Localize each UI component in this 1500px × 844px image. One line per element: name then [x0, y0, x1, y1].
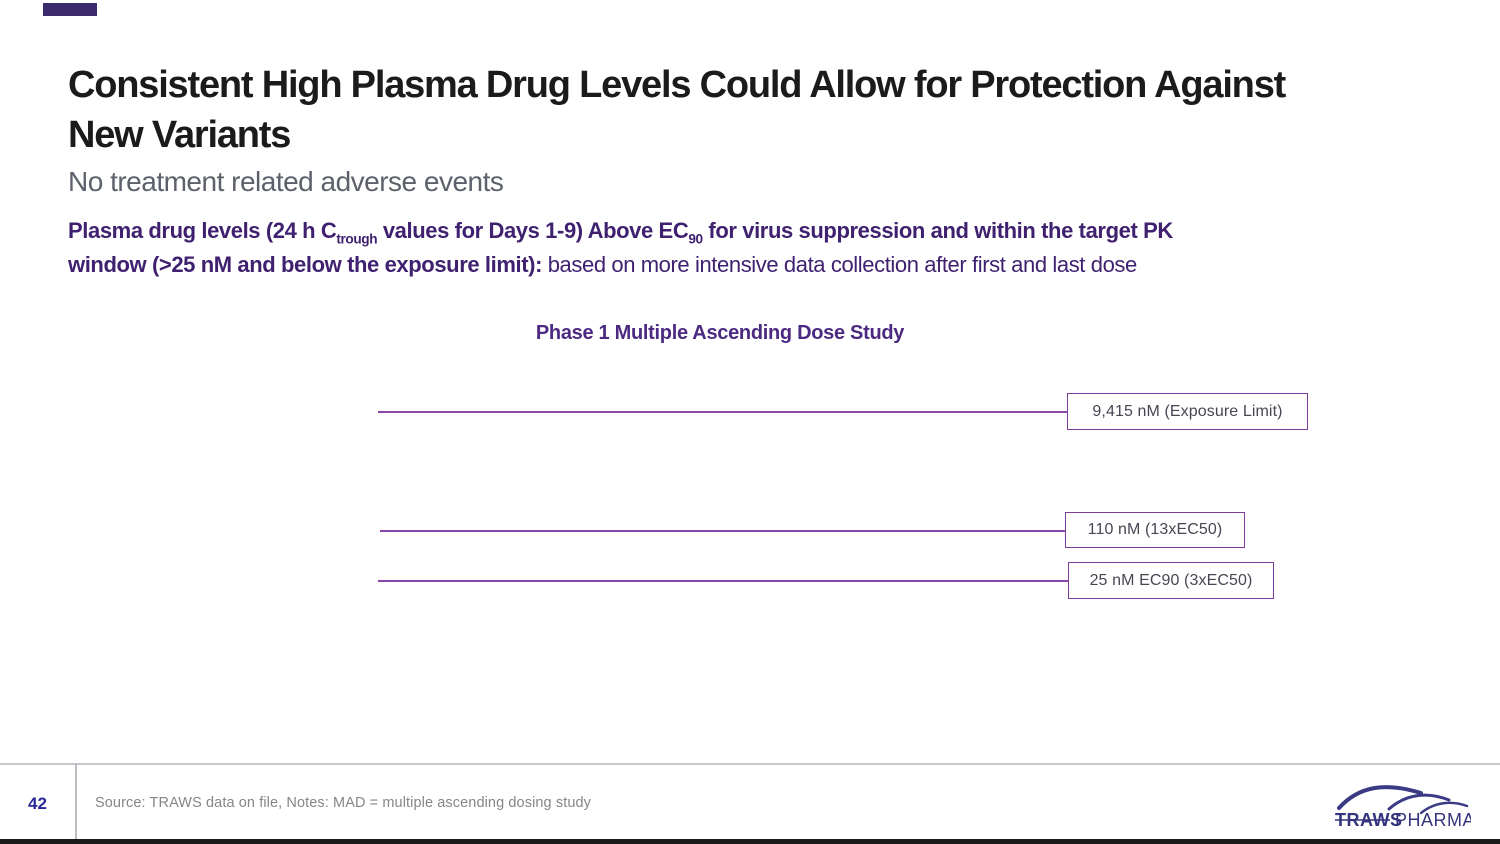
- traws-pharma-logo: TRAWS PHARMA: [1333, 776, 1475, 830]
- bottom-edge-strip: [0, 839, 1500, 844]
- footer-divider-vertical: [75, 763, 77, 844]
- traws-pharma-logo-graphic: TRAWS PHARMA: [1335, 785, 1475, 830]
- label-box-exposure-limit: 9,415 nM (Exposure Limit): [1067, 393, 1308, 430]
- key-message-line2: window (>25 nM and below the exposure li…: [68, 248, 1428, 282]
- logo-word-pharma: PHARMA: [1395, 810, 1471, 830]
- slide-title-line2: New Variants: [68, 114, 291, 157]
- footer-divider-horizontal: [0, 763, 1500, 765]
- subscript-trough: trough: [336, 231, 378, 247]
- label-25nm: 25 nM EC90 (3xEC50): [1089, 571, 1253, 589]
- key-message-line1: Plasma drug levels (24 h Ctrough values …: [68, 214, 1428, 248]
- source-note: Source: TRAWS data on file, Notes: MAD =…: [95, 795, 592, 811]
- key-message-text: for virus suppression and within the tar…: [702, 218, 1173, 243]
- label-exposure-limit: 9,415 nM (Exposure Limit): [1092, 402, 1283, 420]
- slide-title: Consistent High Plasma Drug Levels Could…: [68, 60, 1448, 160]
- subscript-90: 90: [688, 231, 703, 247]
- label-110nm: 110 nM (13xEC50): [1087, 521, 1223, 538]
- key-message-text: values for Days 1-9) Above EC: [377, 218, 689, 243]
- slide-subtitle: No treatment related adverse events: [68, 166, 504, 197]
- slide-title-line1: Consistent High Plasma Drug Levels Could…: [68, 64, 1286, 106]
- label-box-110nm: 110 nM (13xEC50): [1065, 512, 1245, 548]
- label-box-25nm: 25 nM EC90 (3xEC50): [1068, 562, 1274, 599]
- key-message-text: Plasma drug levels (24 h C: [68, 218, 337, 243]
- page-number: 42: [28, 794, 47, 813]
- key-message-paragraph: Plasma drug levels (24 h Ctrough values …: [68, 214, 1428, 282]
- logo-swoosh-2: [1387, 793, 1451, 811]
- top-left-accent-mark: [43, 3, 97, 16]
- reference-line-110nm: [380, 530, 1065, 532]
- logo-swoosh-3: [1419, 801, 1469, 815]
- logo-swoosh-1: [1337, 785, 1423, 810]
- figure-title: Phase 1 Multiple Ascending Dose Study: [535, 322, 905, 344]
- reference-line-25nm: [378, 580, 1068, 582]
- reference-line-exposure-limit: [378, 411, 1067, 413]
- key-message-text: window (>25 nM and below the exposure li…: [68, 252, 542, 278]
- key-message-text: based on more intensive data collection …: [542, 252, 1138, 278]
